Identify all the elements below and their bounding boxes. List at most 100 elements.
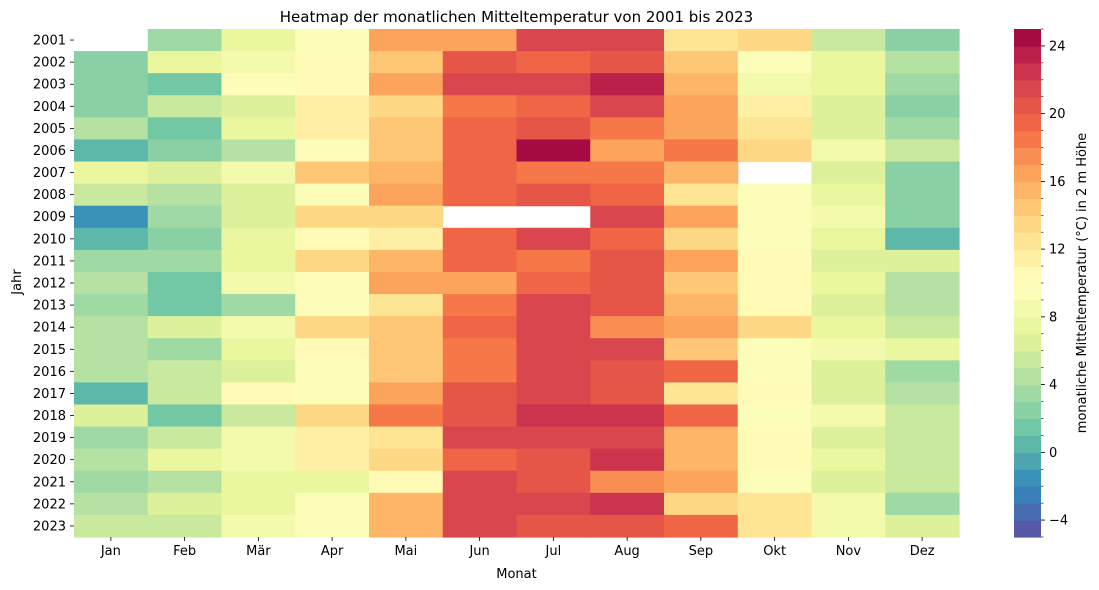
y-tick-label: 2021 bbox=[33, 475, 66, 490]
heatmap-cell bbox=[885, 382, 960, 406]
heatmap-cell bbox=[147, 382, 223, 406]
heatmap-cell bbox=[442, 514, 518, 538]
heatmap-cell bbox=[221, 73, 296, 96]
colorbar-segment bbox=[1014, 181, 1041, 199]
colorbar-segment bbox=[1014, 486, 1041, 504]
heatmap-cell bbox=[737, 51, 813, 74]
heatmap-cell bbox=[811, 382, 886, 406]
heatmap-cell bbox=[295, 183, 370, 207]
heatmap-cell bbox=[295, 492, 370, 516]
heatmap-cell bbox=[147, 183, 223, 207]
y-tick-label: 2011 bbox=[33, 254, 66, 269]
heatmap-cell bbox=[295, 117, 370, 141]
heatmap-cell bbox=[885, 95, 960, 118]
heatmap-cell bbox=[295, 404, 370, 428]
heatmap-cell bbox=[442, 95, 518, 118]
heatmap-cell bbox=[221, 316, 296, 339]
heatmap-cell bbox=[74, 161, 149, 185]
heatmap-cell bbox=[885, 448, 960, 472]
heatmap-cell bbox=[221, 51, 296, 74]
heatmap-cell bbox=[74, 249, 149, 273]
heatmap-cell bbox=[885, 360, 960, 383]
heatmap-cell bbox=[442, 448, 518, 472]
x-tick-label: Jul bbox=[545, 544, 562, 559]
heatmap-cell bbox=[516, 492, 591, 516]
heatmap-cell bbox=[516, 161, 591, 185]
colorbar-tick-label: 0 bbox=[1049, 446, 1057, 461]
colorbar-tick-label: 24 bbox=[1049, 39, 1066, 54]
y-tick-label: 2017 bbox=[33, 387, 66, 402]
heatmap-cell bbox=[74, 139, 149, 163]
colorbar-tick-label: 8 bbox=[1049, 310, 1057, 325]
heatmap-cell bbox=[664, 205, 739, 229]
heatmap-cell bbox=[737, 117, 813, 141]
heatmap-cell bbox=[369, 514, 444, 538]
heatmap-cell bbox=[295, 294, 370, 317]
heatmap-cell bbox=[369, 316, 444, 339]
heatmap-cell bbox=[811, 448, 886, 472]
heatmap-cell bbox=[885, 492, 960, 516]
colorbar-tick-label: 4 bbox=[1049, 378, 1057, 393]
heatmap-cell bbox=[369, 161, 444, 185]
heatmap-cell bbox=[885, 294, 960, 317]
x-tick-label: Aug bbox=[614, 544, 639, 559]
heatmap-cell bbox=[147, 448, 223, 472]
colorbar-segment bbox=[1014, 316, 1041, 335]
chart-title: Heatmap der monatlichen Mitteltemperatur… bbox=[280, 8, 753, 26]
heatmap-cell bbox=[369, 338, 444, 361]
heatmap-cell bbox=[885, 271, 960, 295]
colorbar-segment bbox=[1014, 45, 1041, 64]
heatmap-cell bbox=[221, 338, 296, 361]
heatmap-cell bbox=[590, 316, 665, 339]
heatmap-cell bbox=[885, 73, 960, 96]
heatmap-cell bbox=[885, 426, 960, 450]
heatmap-cell bbox=[74, 338, 149, 361]
y-tick-label: 2003 bbox=[33, 78, 66, 93]
heatmap-cell bbox=[221, 470, 296, 494]
heatmap-cell bbox=[590, 470, 665, 494]
heatmap-cell bbox=[516, 360, 591, 383]
heatmap-cell bbox=[442, 404, 518, 428]
heatmap-cell bbox=[147, 271, 223, 295]
heatmap-cell bbox=[147, 205, 223, 229]
heatmap-cell bbox=[221, 514, 296, 538]
heatmap-cell bbox=[811, 95, 886, 118]
x-tick-label: Nov bbox=[836, 544, 862, 559]
colorbar-segment bbox=[1014, 418, 1041, 436]
heatmap-cell bbox=[369, 51, 444, 74]
colorbar-segment bbox=[1014, 113, 1041, 132]
heatmap-cell bbox=[590, 426, 665, 450]
heatmap-cell bbox=[590, 95, 665, 118]
heatmap-cell bbox=[516, 271, 591, 295]
heatmap-cell bbox=[590, 227, 665, 251]
colorbar-segment bbox=[1014, 29, 1041, 47]
heatmap-cell bbox=[737, 338, 813, 361]
heatmap-cell bbox=[442, 161, 518, 185]
heatmap-cell bbox=[369, 183, 444, 207]
heatmap-cell bbox=[221, 205, 296, 229]
colorbar-tick-label: 12 bbox=[1049, 243, 1066, 258]
heatmap-cell bbox=[74, 404, 149, 428]
heatmap-cell bbox=[369, 360, 444, 383]
heatmap-cell bbox=[811, 338, 886, 361]
heatmap-cell bbox=[221, 29, 296, 52]
heatmap-cell bbox=[369, 404, 444, 428]
heatmap-cell bbox=[442, 73, 518, 96]
heatmap-cell bbox=[295, 271, 370, 295]
heatmap-cell bbox=[590, 271, 665, 295]
x-tick-label: Jan bbox=[100, 544, 121, 559]
heatmap-cell bbox=[885, 161, 960, 185]
colorbar-segment bbox=[1014, 249, 1041, 267]
heatmap-cell bbox=[516, 404, 591, 428]
heatmap-cell bbox=[147, 294, 223, 317]
heatmap-cell bbox=[811, 249, 886, 273]
heatmap-cell bbox=[147, 161, 223, 185]
heatmap-cell bbox=[885, 316, 960, 339]
heatmap-cell bbox=[737, 426, 813, 450]
colorbar-segment bbox=[1014, 367, 1041, 386]
heatmap-cell bbox=[885, 139, 960, 163]
heatmap-cell bbox=[221, 95, 296, 118]
heatmap-cell bbox=[737, 382, 813, 406]
heatmap-cell bbox=[74, 382, 149, 406]
